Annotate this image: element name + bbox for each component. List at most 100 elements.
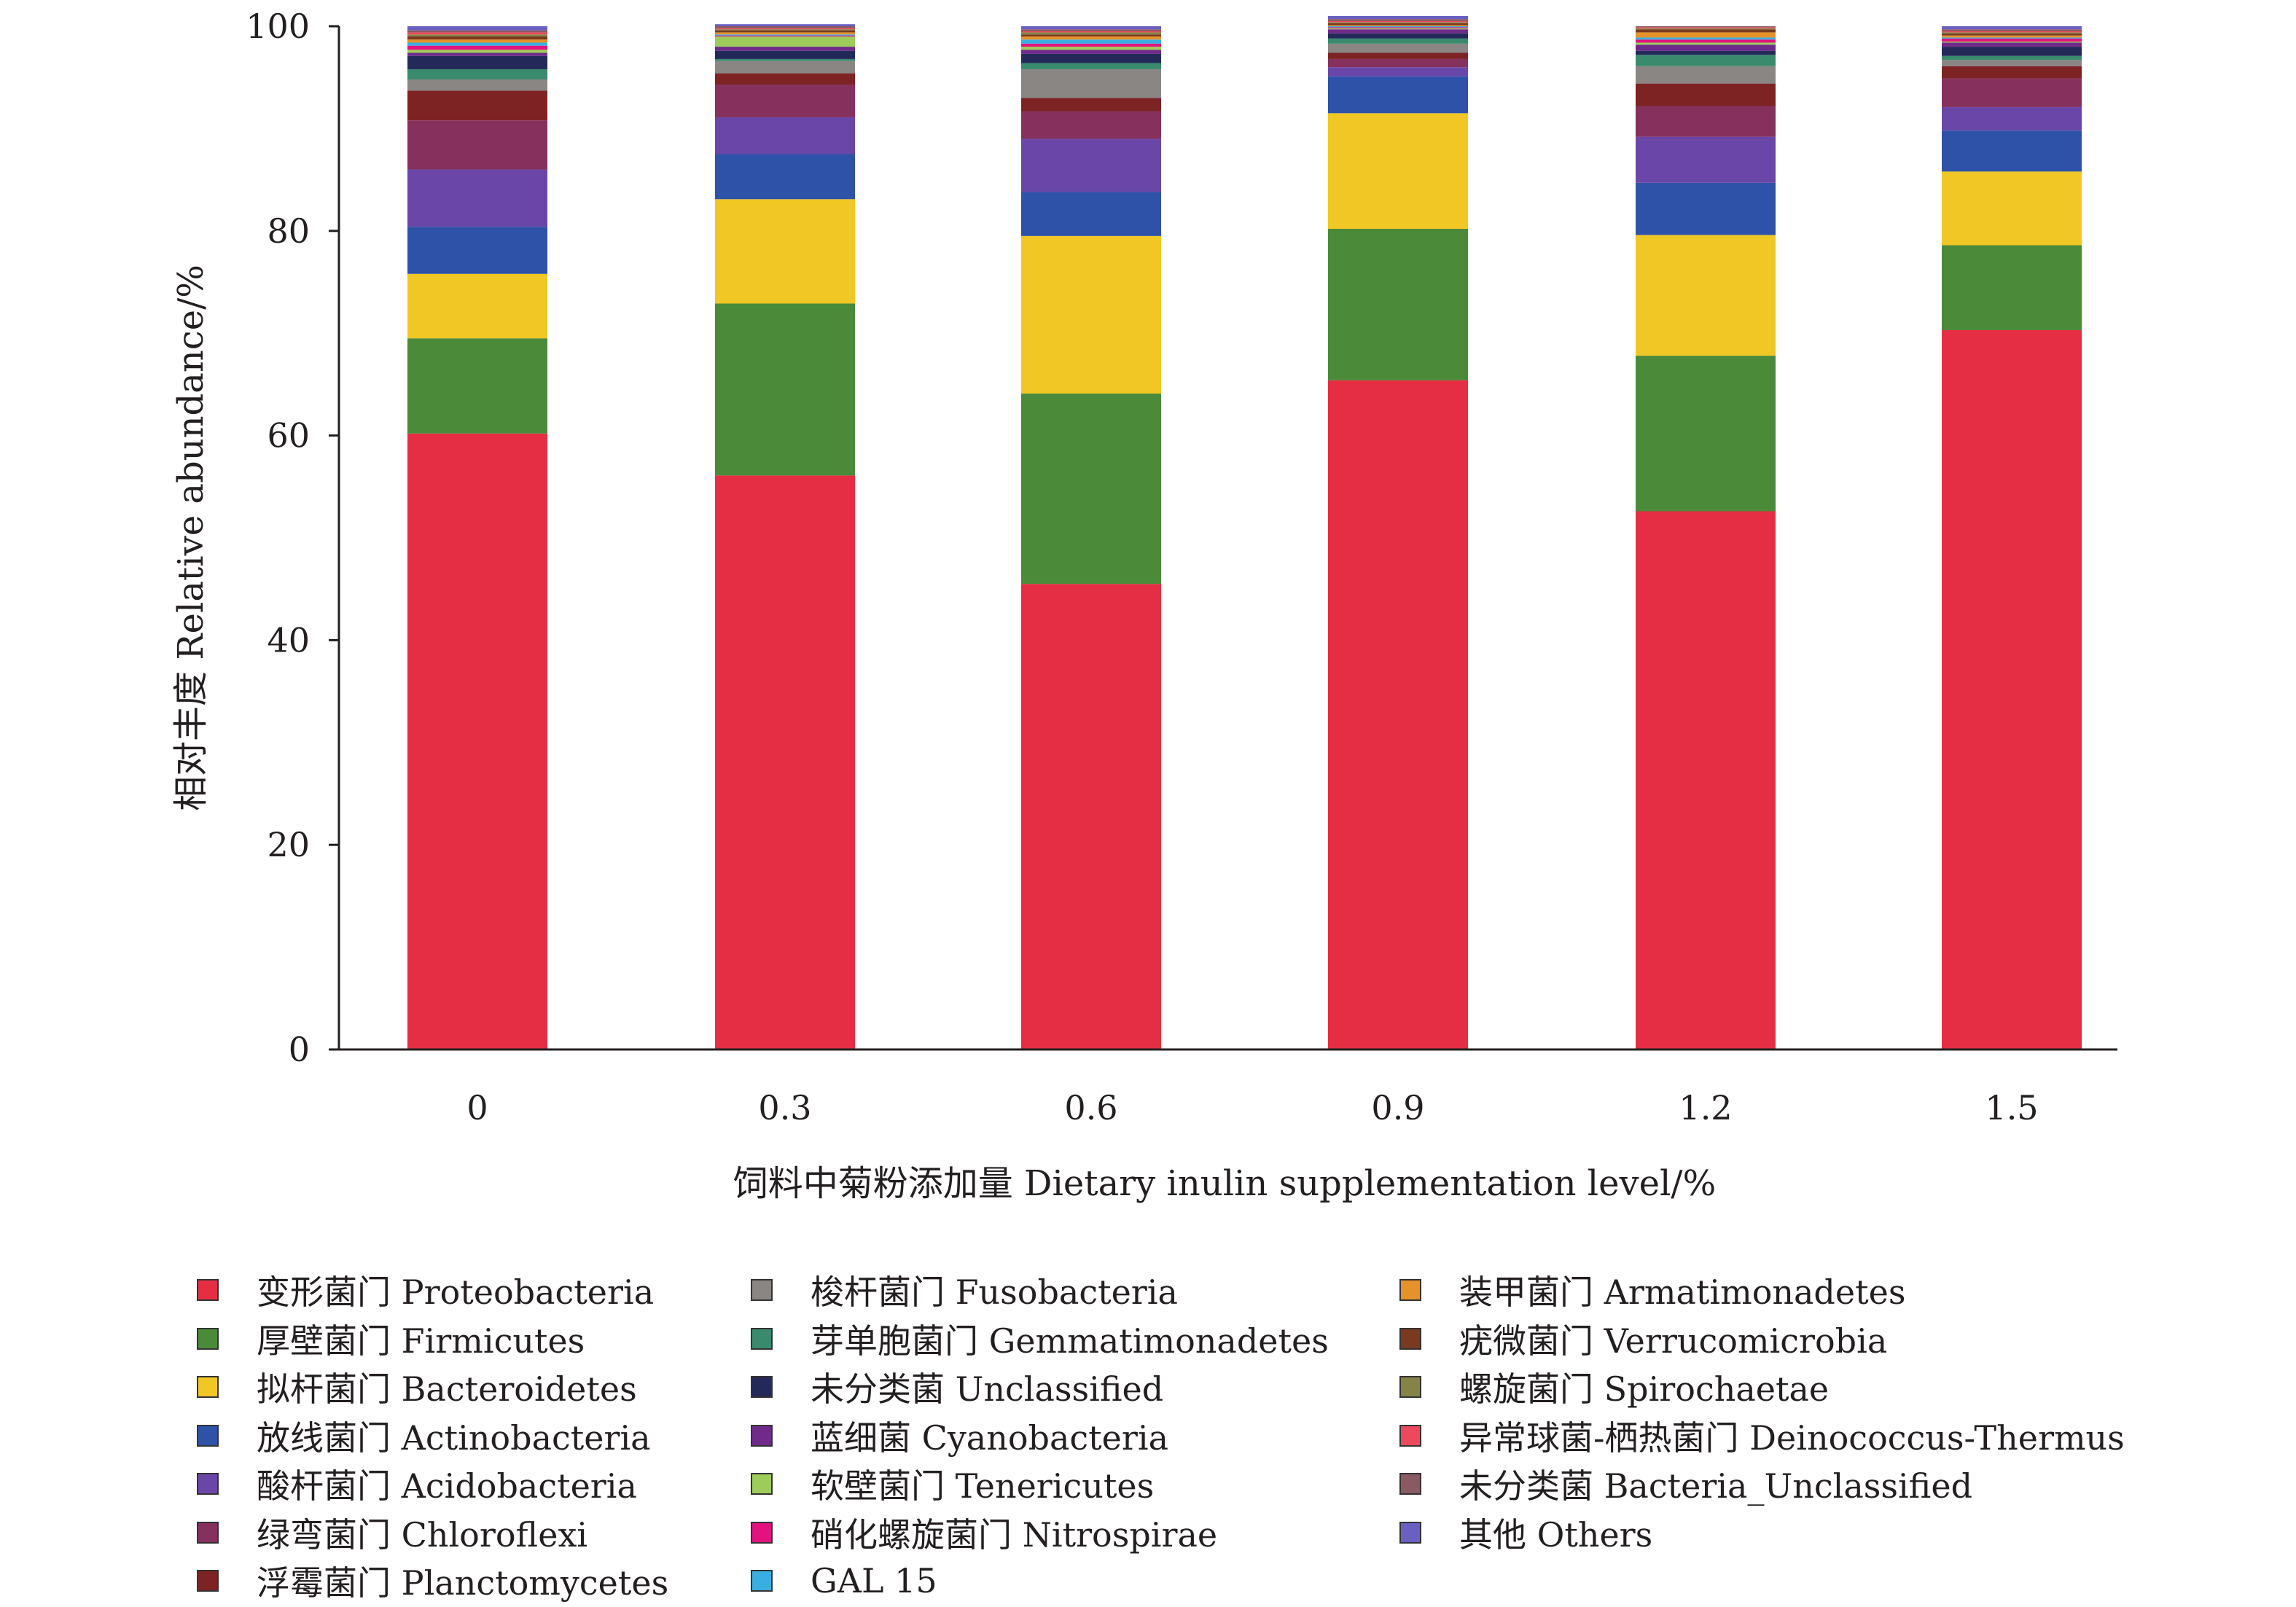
legend-label: 放线菌门 Actinobacteria [257,1418,651,1458]
bar-segment [407,79,547,91]
bar-segment [407,273,547,339]
legend-item: 装甲菌门 Armatimonadetes [1399,1268,1905,1312]
bar-segment [1021,32,1161,35]
legend-item: 未分类菌 Bacteria_Unclassified [1399,1462,1972,1506]
legend-label: 厚壁菌门 Firmicutes [257,1321,585,1361]
bar-segment [1942,78,2082,107]
legend-swatch [751,1570,773,1592]
bar-stack [1636,26,1776,1049]
legend-swatch [751,1376,773,1398]
legend-label: GAL 15 [811,1561,937,1600]
bar-segment [715,475,855,1049]
legend-item: 酸杆菌门 Acidobacteria [197,1462,637,1506]
bar-segment [715,32,855,35]
chart-legend: 变形菌门 Proteobacteria 厚壁菌门 Firmicutes 拟杆菌门 B… [197,1268,2274,1603]
legend-swatch [197,1279,219,1301]
legend-swatch [1399,1327,1421,1350]
legend-label: 浮霉菌门 Planctomycetes [257,1563,669,1603]
bar-segment [1942,60,2082,66]
bar-stack [715,24,855,1049]
legend-swatch [1399,1473,1421,1495]
bar-segment [1328,19,1468,21]
legend-label: 梭杆菌门 Fusobacteria [811,1272,1178,1312]
bar-segment [1021,39,1161,44]
legend-swatch [197,1327,219,1350]
bar-segment [715,60,855,74]
bar-segment [1328,38,1468,44]
legend-item: 蓝细菌 Cyanobacteria [751,1414,1168,1458]
legend-swatch [751,1279,773,1301]
bar-segment [1328,28,1468,30]
legend-label: 软壁菌门 Tenericutes [811,1466,1155,1506]
legend-label: 异常球菌-栖热菌门 Deinococcus-Thermus [1459,1418,2125,1458]
bar-segment [1942,37,2082,39]
legend-swatch [751,1424,773,1447]
legend-label: 蓝细菌 Cyanobacteria [811,1418,1169,1458]
bar-segment [1942,106,2082,131]
bar-stacks [407,15,2082,1049]
bar-segment [1328,22,1468,23]
bar-segment [407,26,547,31]
legend-swatch [1399,1376,1421,1398]
bar-segment [715,199,855,304]
bar-segment [1021,50,1161,54]
bar-segment [1942,47,2082,56]
bar-segment [715,28,855,30]
legend-item: 芽单胞菌门 Gemmatimonadetes [751,1317,1329,1361]
bar-segment [1328,113,1468,229]
bar-segment [1021,69,1161,98]
legend-swatch [197,1521,219,1544]
bar-segment [1636,39,1776,43]
x-tick-label: 1.5 [1985,1088,2038,1127]
bar-segment [1636,235,1776,356]
legend-label: 芽单胞菌门 Gemmatimonadetes [811,1321,1329,1361]
legend-label: 螺旋菌门 Spirochaetae [1459,1369,1830,1409]
bar-segment [715,117,855,155]
bar-segment [407,169,547,227]
legend-item: GAL 15 [751,1559,937,1603]
bar-segment [1636,37,1776,40]
legend-item: 未分类菌 Unclassified [751,1365,1163,1409]
bar-segment [1636,27,1776,28]
bar-segment [1328,52,1468,59]
bar-segment [1942,130,2082,172]
bar-segment [407,42,547,46]
bar-segment [1942,55,2082,60]
bar-segment [407,69,547,80]
x-tick-label: 0 [466,1088,488,1127]
legend-item: 浮霉菌门 Planctomycetes [197,1559,668,1603]
bar-segment [1636,136,1776,183]
bar-segment [1636,66,1776,84]
x-axis-label: 饲料中菊粉添加量 Dietary inulin supplementation … [733,1163,1716,1204]
bar-segment [1636,32,1776,38]
bar-segment [1942,31,2082,33]
bar-segment [715,303,855,476]
bar-segment [407,32,547,35]
bar-segment [1021,47,1161,50]
legend-item: 拟杆菌门 Bacteroidetes [197,1365,637,1409]
bar-segment [1021,394,1161,584]
bar-segment [407,50,547,53]
bar-segment [1021,26,1161,30]
legend-label: 硝化螺旋菌门 Nitrospirae [811,1514,1218,1555]
bar-segment [715,47,855,51]
bar-segment [1942,32,2082,34]
bar-segment [715,50,855,59]
bar-segment [715,29,855,31]
legend-label: 拟杆菌门 Bacteroidetes [257,1369,637,1409]
bar-segment [1328,20,1468,23]
bar-segment [1942,245,2082,330]
bar-segment [715,36,855,47]
bar-segment [1328,58,1468,68]
legend-swatch [751,1473,773,1495]
bar-segment [715,58,855,61]
legend-item: 软壁菌门 Tenericutes [751,1462,1154,1506]
y-tick-label: 100 [246,7,310,46]
bar-segment [1636,50,1776,55]
bar-segment [1328,76,1468,114]
bar-segment [715,34,855,36]
bar-segment [1021,98,1161,112]
bar-segment [1021,235,1161,394]
bar-segment [407,338,547,434]
bar-segment [1328,380,1468,1049]
